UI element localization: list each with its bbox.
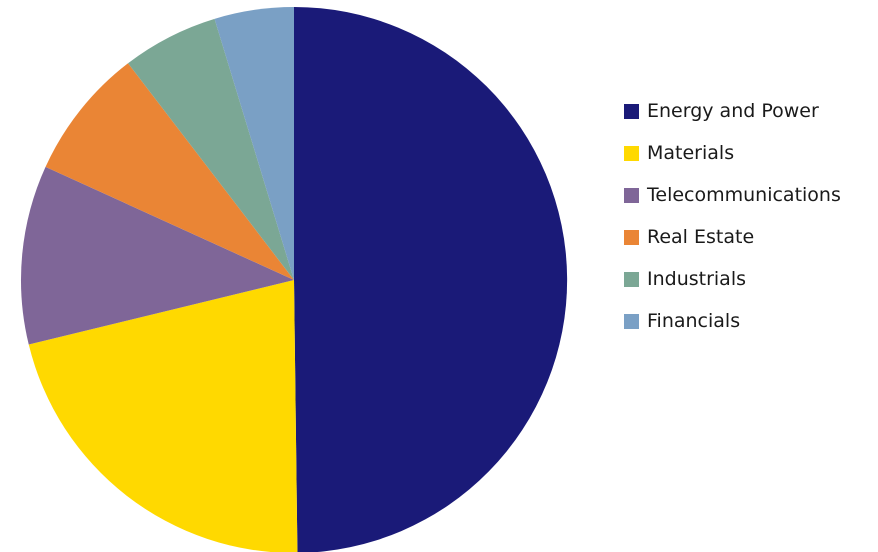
pie-slice-telecommunications	[20, 166, 295, 345]
legend: Energy and Power Materials Telecommunicati…	[624, 90, 841, 342]
legend-item: Telecommunications	[624, 174, 841, 216]
pie-slice-materials	[28, 280, 298, 552]
legend-label: Materials	[647, 142, 735, 164]
legend-item: Industrials	[624, 258, 841, 300]
legend-label: Industrials	[647, 268, 747, 290]
legend-swatch	[624, 229, 639, 245]
legend-label: Real Estate	[647, 226, 755, 248]
legend-item: Energy and Power	[624, 90, 841, 132]
legend-item: Financials	[624, 300, 841, 342]
legend-label: Energy and Power	[647, 100, 819, 122]
pie-slice-energy-and-power	[294, 7, 568, 552]
legend-swatch	[624, 103, 639, 119]
legend-item: Real Estate	[624, 216, 841, 258]
pie-slice-financials	[214, 7, 294, 280]
pie-slices	[20, 7, 568, 552]
legend-label: Telecommunications	[647, 184, 841, 206]
pie-slice-real-estate	[45, 63, 294, 280]
legend-swatch	[624, 187, 639, 203]
legend-item: Materials	[624, 132, 841, 174]
legend-swatch	[624, 313, 639, 329]
legend-label: Financials	[647, 310, 741, 332]
legend-swatch	[624, 145, 639, 161]
legend-swatch	[624, 271, 639, 287]
pie-slice-industrials	[128, 18, 294, 280]
